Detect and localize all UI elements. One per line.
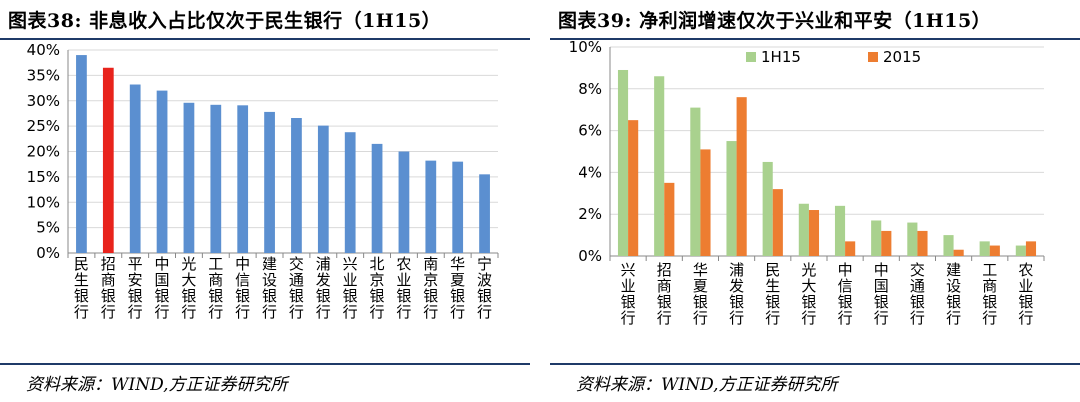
x-tick-label: 浦发银行 <box>729 261 744 327</box>
bar-华夏银行 <box>452 161 464 253</box>
x-tick-label: 浦发银行 <box>316 255 331 321</box>
x-tick-label: 宁波银行 <box>477 255 492 321</box>
bar-1H15-建设银行 <box>943 235 954 256</box>
bar-1H15-浦发银行 <box>726 141 737 256</box>
bar-民生银行 <box>76 55 87 254</box>
left-figure: 图表38: 非息收入占比仅次于民生银行（1H15） 0% 5% 10% 15% 20% 2… <box>0 0 530 402</box>
bar-平安银行 <box>129 84 141 253</box>
right-figure-title: 图表39: 净利润增速仅次于兴业和平安（1H15） <box>558 10 992 32</box>
x-tick-label: 交通银行 <box>910 261 925 327</box>
bar-2015-交通银行 <box>917 230 928 256</box>
left-bar-chart: 0% 5% 10% 15% 20% 25% 30% 35% 40% 民生银行招商银行平安银行中国银… <box>27 41 499 321</box>
bar-光大银行 <box>183 102 195 253</box>
x-tick-label: 建设银行 <box>262 255 277 321</box>
x-tick-label: 兴业银行 <box>343 255 358 321</box>
bar-2015-农业银行 <box>1025 241 1037 256</box>
x-tick-label: 兴业银行 <box>621 261 636 327</box>
legend-swatch-1H15 <box>746 52 756 62</box>
bar-1H15-中信银行 <box>834 205 846 256</box>
x-tick-label: 招商银行 <box>101 255 116 321</box>
bar-农业银行 <box>398 151 410 253</box>
x-tick-label: 光大银行 <box>801 261 816 327</box>
left-figure-title: 图表38: 非息收入占比仅次于民生银行（1H15） <box>8 10 442 32</box>
bar-1H15-中国银行 <box>871 220 882 256</box>
y-tick-label: 6% <box>578 122 602 140</box>
legend-label: 2015 <box>883 48 921 66</box>
x-tick-label: 中信银行 <box>235 255 250 321</box>
bar-2015-民生银行 <box>772 189 783 256</box>
y-tick-label: 30% <box>27 92 60 110</box>
bar-2015-兴业银行 <box>628 120 639 257</box>
x-tick-label: 建设银行 <box>946 261 961 327</box>
y-tick-label: 0% <box>578 247 602 265</box>
x-tick-label: 农业银行 <box>396 255 411 321</box>
x-tick-label: 中国银行 <box>155 255 170 321</box>
y-tick-label: 4% <box>578 163 602 181</box>
bar-南京银行 <box>425 160 437 253</box>
bar-工商银行 <box>210 104 222 253</box>
y-tick-label: 35% <box>27 66 60 84</box>
bar-中国银行 <box>156 90 168 253</box>
y-tick-label: 0% <box>36 244 60 262</box>
bar-2015-中国银行 <box>881 230 892 256</box>
x-tick-label: 农业银行 <box>1018 261 1033 327</box>
x-tick-label: 华夏银行 <box>693 261 708 327</box>
right-title-rule <box>550 38 1080 40</box>
left-source-rule <box>0 363 530 365</box>
y-tick-label: 10% <box>569 40 602 56</box>
bar-1H15-农业银行 <box>1015 245 1026 256</box>
x-tick-label: 中信银行 <box>838 261 853 327</box>
legend-swatch-2015 <box>868 52 878 62</box>
bar-中信银行 <box>237 105 249 253</box>
left-title-rule <box>0 38 530 40</box>
right-source-note: 资料来源：WIND,方正证券研究所 <box>576 375 838 395</box>
bar-1H15-华夏银行 <box>690 107 701 256</box>
bar-2015-招商银行 <box>664 182 675 256</box>
x-tick-label: 平安银行 <box>128 255 143 321</box>
legend-label: 1H15 <box>761 48 801 66</box>
bar-北京银行 <box>371 143 383 253</box>
bar-2015-华夏银行 <box>700 149 711 256</box>
left-source-note: 资料来源：WIND,方正证券研究所 <box>26 375 288 395</box>
bar-兴业银行 <box>344 132 356 253</box>
y-tick-label: 2% <box>578 205 602 223</box>
bar-1H15-民生银行 <box>762 161 773 256</box>
y-tick-label: 8% <box>578 80 602 98</box>
bar-1H15-交通银行 <box>907 222 918 256</box>
right-source-rule <box>550 363 1080 365</box>
bar-宁波银行 <box>479 174 490 253</box>
bar-交通银行 <box>291 118 302 253</box>
x-tick-label: 民生银行 <box>74 255 89 321</box>
x-tick-label: 工商银行 <box>208 255 223 321</box>
x-tick-label: 华夏银行 <box>450 255 465 321</box>
right-figure: 图表39: 净利润增速仅次于兴业和平安（1H15） 0% 2% 4% 6% 8% 10% 兴… <box>550 0 1080 402</box>
x-tick-label: 北京银行 <box>370 255 385 321</box>
right-grouped-bar-chart: 0% 2% 4% 6% 8% 10% 兴业银行 招商银行 华夏银行 浦发银行 民生银行 光大银行 中信银… <box>569 40 1045 327</box>
bar-1H15-工商银行 <box>979 241 990 256</box>
bar-招商银行 <box>102 67 114 253</box>
bar-2015-浦发银行 <box>736 97 747 256</box>
x-tick-label: 招商银行 <box>657 261 672 327</box>
bar-2015-中信银行 <box>845 241 856 256</box>
bar-建设银行 <box>264 111 275 253</box>
y-tick-label: 25% <box>27 117 60 135</box>
bar-1H15-光大银行 <box>798 203 809 256</box>
x-tick-label: 民生银行 <box>765 261 780 327</box>
y-tick-label: 5% <box>36 219 60 237</box>
y-tick-label: 15% <box>27 168 60 186</box>
y-tick-label: 20% <box>27 143 60 161</box>
x-tick-label: 交通银行 <box>289 255 304 321</box>
y-tick-label: 10% <box>27 193 60 211</box>
x-tick-label: 中国银行 <box>874 261 889 327</box>
x-tick-label: 光大银行 <box>181 255 196 321</box>
bar-1H15-招商银行 <box>654 76 665 256</box>
bar-1H15-兴业银行 <box>617 69 629 257</box>
bar-2015-建设银行 <box>953 249 964 256</box>
x-tick-label: 工商银行 <box>982 261 997 327</box>
bar-2015-光大银行 <box>808 210 820 256</box>
bar-2015-工商银行 <box>989 245 1000 256</box>
y-tick-label: 40% <box>27 41 60 59</box>
bar-浦发银行 <box>317 125 329 253</box>
x-tick-label: 南京银行 <box>423 255 438 321</box>
